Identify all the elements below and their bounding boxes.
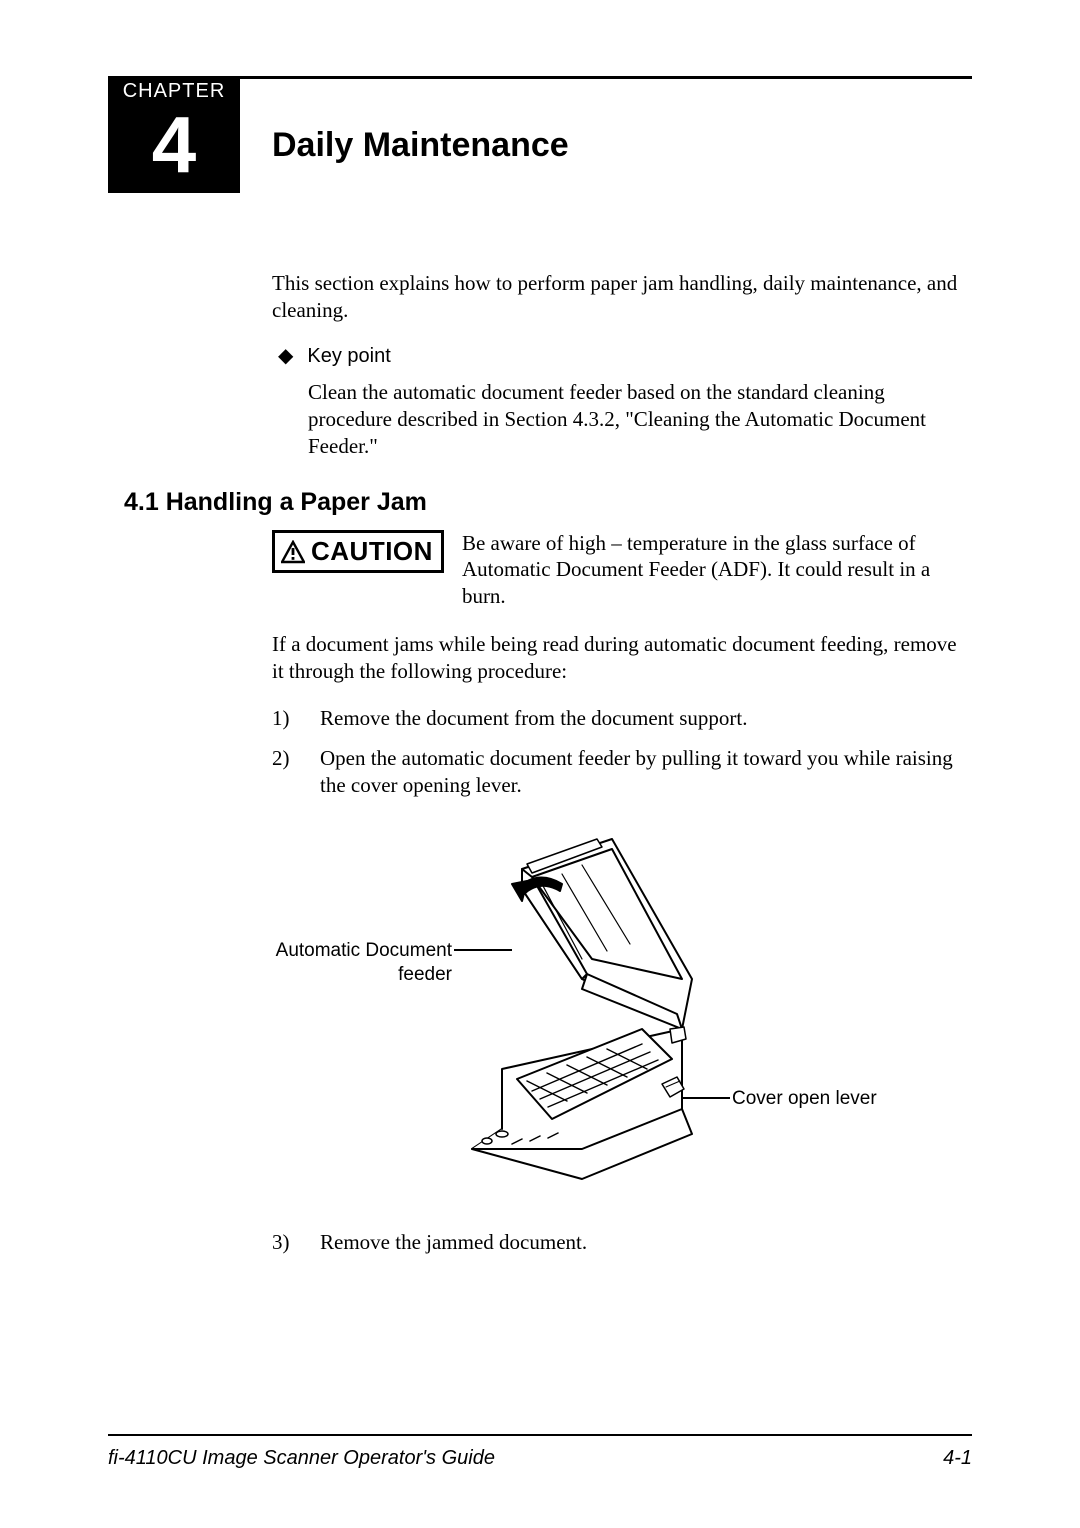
callout-lever: Cover open lever [732, 1087, 877, 1111]
keypoint-label: Key point [307, 344, 390, 370]
page: CHAPTER 4 Daily Maintenance This section… [0, 0, 1080, 1528]
footer-page: 4-1 [943, 1447, 972, 1470]
diamond-icon: ◆ [278, 344, 293, 370]
step-3-text: Remove the jammed document. [320, 1229, 587, 1256]
figure: Automatic Document feeder [272, 829, 972, 1209]
callout-adf: Automatic Document feeder [242, 939, 452, 987]
chapter-title: Daily Maintenance [272, 126, 569, 165]
keypoint-text: Clean the automatic document feeder base… [308, 379, 972, 460]
step-1-text: Remove the document from the document su… [320, 705, 748, 732]
footer: fi-4110CU Image Scanner Operator's Guide… [108, 1447, 972, 1470]
step-3-num: 3) [272, 1229, 302, 1256]
rule-bottom [108, 1434, 972, 1436]
caution-text: Be aware of high – temperature in the gl… [462, 530, 972, 609]
section-heading: 4.1 Handling a Paper Jam [124, 488, 427, 517]
footer-title: fi-4110CU Image Scanner Operator's Guide [108, 1447, 495, 1470]
step-2: 2) Open the automatic document feeder by… [272, 745, 972, 799]
step-3: 3) Remove the jammed document. [272, 1229, 972, 1256]
steps-list-2: 3) Remove the jammed document. [272, 1229, 972, 1256]
step-1-num: 1) [272, 705, 302, 732]
scanner-illustration [432, 829, 732, 1189]
intro-paragraph: This section explains how to perform pap… [272, 270, 972, 324]
caution-box: CAUTION [272, 530, 444, 573]
step-2-num: 2) [272, 745, 302, 799]
keypoint-row: ◆ Key point [278, 344, 972, 370]
warning-icon [281, 540, 305, 564]
steps-list: 1) Remove the document from the document… [272, 705, 972, 800]
caution-row: CAUTION Be aware of high – temperature i… [272, 530, 972, 609]
section-body: CAUTION Be aware of high – temperature i… [272, 530, 972, 1270]
caution-label: CAUTION [311, 535, 433, 568]
callout-lever-line [682, 1097, 730, 1099]
step-1: 1) Remove the document from the document… [272, 705, 972, 732]
section-lead: If a document jams while being read duri… [272, 631, 972, 685]
chapter-block: CHAPTER 4 [108, 76, 240, 193]
step-2-text: Open the automatic document feeder by pu… [320, 745, 972, 799]
chapter-number: 4 [108, 105, 240, 193]
intro-block: This section explains how to perform pap… [272, 270, 972, 460]
